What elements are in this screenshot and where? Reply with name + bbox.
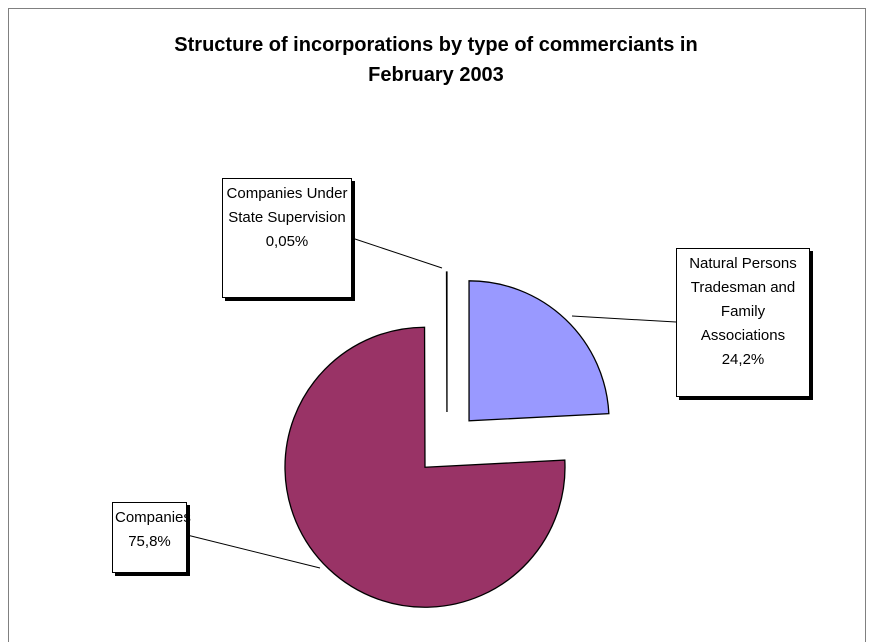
leader-line	[571, 315, 677, 323]
data-label: Natural Persons Tradesman and Family Ass…	[676, 248, 810, 397]
slice-name: Companies	[115, 509, 191, 526]
slice-value: 24,2%	[721, 351, 765, 368]
pie-slice	[284, 326, 566, 608]
data-label: Companies Under State Supervision 0,05%	[222, 178, 352, 298]
slice-value: 75,8%	[128, 533, 171, 550]
chart-frame	[8, 8, 866, 642]
leader-line	[186, 534, 321, 569]
slice-name: Companies Under State Supervision	[226, 185, 348, 226]
chart-title: Structure of incorporations by type of c…	[174, 34, 698, 86]
data-label: Companies 75,8%	[112, 502, 191, 573]
slice-value: 0,05%	[265, 233, 309, 250]
pie-slice	[468, 280, 610, 422]
leader-line	[351, 237, 443, 269]
slice-name: Natural Persons Tradesman and Family Ass…	[689, 255, 797, 344]
